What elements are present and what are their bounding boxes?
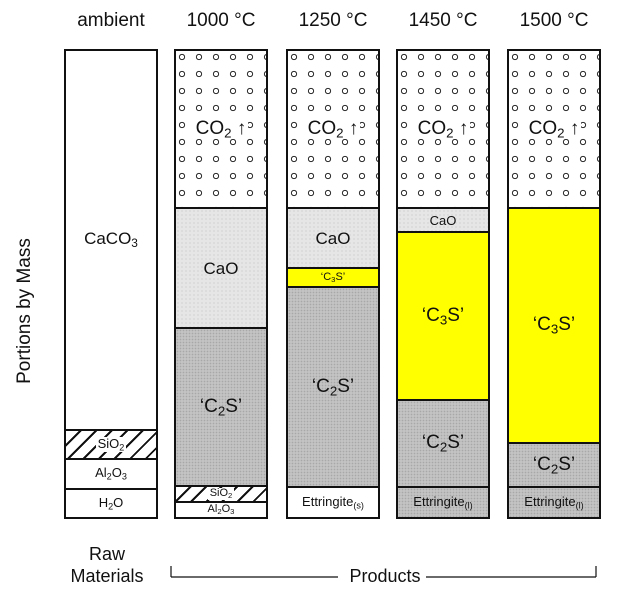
label-co2: CO2 ↑ [526, 117, 582, 140]
header-1450c: 1450 °C [408, 10, 478, 31]
segment-al2o3: Al2O3 [176, 501, 266, 517]
header-1000c: 1000 °C [186, 10, 256, 31]
segment-sio2: SiO2 [176, 485, 266, 501]
label-c2s: ‘C2S’ [421, 432, 465, 455]
segment-c3s: ‘C3S’ [509, 207, 599, 442]
segment-c2s: ‘C2S’ [176, 327, 266, 485]
header-ambient: ambient [77, 10, 145, 31]
label-caco3: CaCO3 [84, 229, 138, 251]
segment-c2s: ‘C2S’ [288, 286, 378, 486]
footer-raw-materials: Raw Materials [52, 544, 162, 587]
label-h2o: H2O [98, 494, 124, 512]
segment-co2: CO2 ↑ [398, 51, 488, 207]
header-1250c: 1250 °C [298, 10, 368, 31]
label-ettringite: Ettringite(l) [413, 493, 473, 511]
segment-cao: CaO [398, 207, 488, 231]
label-al2o3: Al2O3 [95, 465, 127, 482]
segment-ettringite: Ettringite(s) [288, 486, 378, 517]
segment-al2o3: Al2O3 [66, 458, 156, 488]
y-axis-label: Portions by Mass [14, 238, 35, 384]
header-1500c: 1500 °C [519, 10, 589, 31]
segment-cao: CaO [176, 207, 266, 327]
label-co2: CO2 ↑ [305, 117, 361, 140]
segment-sio2: SiO2 [66, 429, 156, 458]
label-c2s: ‘C2S’ [199, 395, 243, 418]
segment-ettringite: Ettringite(l) [509, 486, 599, 517]
label-co2: CO2 ↑ [415, 117, 471, 140]
label-cao: CaO [203, 258, 239, 278]
segment-h2o: H2O [66, 488, 156, 517]
label-c3s: ‘C3S’ [421, 304, 465, 327]
label-sio2: SiO2 [95, 435, 127, 453]
footer-raw-line1: Raw [88, 544, 125, 564]
segment-co2: CO2 ↑ [288, 51, 378, 207]
segment-cao: CaO [288, 207, 378, 267]
products-bracket [170, 566, 597, 578]
column-1250c: CO2 ↑ CaO ‘C3S’ ‘C2S’ Ettringite(s) [286, 49, 380, 519]
label-co2: CO2 ↑ [193, 117, 249, 140]
label-c2s: ‘C2S’ [311, 375, 355, 398]
column-raw-materials: CaCO3 SiO2 Al2O3 H2O [64, 49, 158, 519]
column-1450c: CO2 ↑ CaO ‘C3S’ ‘C2S’ Ettringite(l) [396, 49, 490, 519]
label-ettringite: Ettringite(s) [302, 493, 364, 511]
segment-c2s: ‘C2S’ [509, 442, 599, 486]
label-sio2: SiO2 [207, 487, 235, 501]
label-c3s: ‘C3S’ [532, 314, 576, 337]
label-cao: CaO [429, 212, 457, 228]
label-cao: CaO [315, 228, 351, 248]
segment-caco3: CaCO3 [66, 51, 156, 429]
column-1000c: CO2 ↑ CaO ‘C2S’ SiO2 Al2O3 [174, 49, 268, 519]
footer-raw-line2: Materials [70, 565, 144, 586]
segment-c2s: ‘C2S’ [398, 399, 488, 486]
column-1500c: CO2 ↑ ‘C3S’ ‘C2S’ Ettringite(l) [507, 49, 601, 519]
label-c2s: ‘C2S’ [532, 453, 576, 476]
label-ettringite: Ettringite(l) [524, 493, 584, 511]
segment-co2: CO2 ↑ [509, 51, 599, 207]
segment-c3s: ‘C3S’ [398, 231, 488, 399]
segment-co2: CO2 ↑ [176, 51, 266, 207]
label-al2o3: Al2O3 [207, 503, 235, 517]
segment-c3s: ‘C3S’ [288, 267, 378, 286]
segment-ettringite: Ettringite(l) [398, 486, 488, 517]
label-c3s: ‘C3S’ [320, 270, 346, 284]
footer-products: Products [349, 566, 421, 586]
